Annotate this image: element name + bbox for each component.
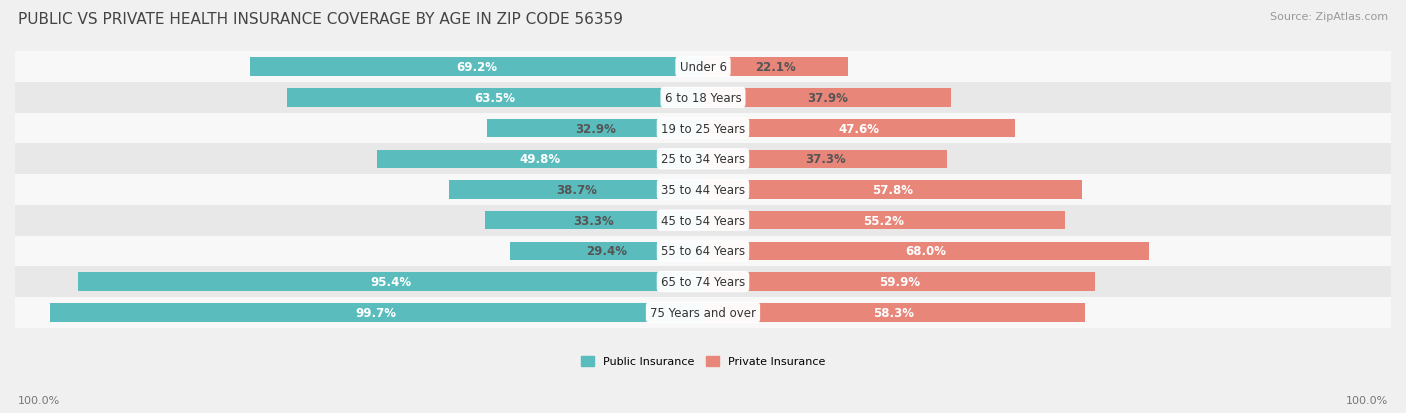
Text: 55 to 64 Years: 55 to 64 Years bbox=[661, 245, 745, 258]
Bar bbox=[450, 181, 703, 199]
Text: 68.0%: 68.0% bbox=[905, 245, 946, 258]
Bar bbox=[77, 273, 703, 291]
Bar bbox=[15, 114, 1391, 144]
Text: 69.2%: 69.2% bbox=[456, 61, 496, 74]
Text: 29.4%: 29.4% bbox=[586, 245, 627, 258]
Bar bbox=[15, 144, 1391, 175]
Text: 95.4%: 95.4% bbox=[370, 275, 411, 288]
Bar bbox=[703, 58, 848, 77]
Bar bbox=[488, 119, 703, 138]
Text: 100.0%: 100.0% bbox=[18, 395, 60, 405]
Text: 58.3%: 58.3% bbox=[873, 306, 914, 319]
Bar bbox=[703, 181, 1081, 199]
Bar bbox=[15, 267, 1391, 297]
Bar bbox=[510, 242, 703, 261]
Bar bbox=[703, 242, 1149, 261]
Text: Source: ZipAtlas.com: Source: ZipAtlas.com bbox=[1270, 12, 1388, 22]
Text: 100.0%: 100.0% bbox=[1346, 395, 1388, 405]
Text: 35 to 44 Years: 35 to 44 Years bbox=[661, 183, 745, 197]
Text: Under 6: Under 6 bbox=[679, 61, 727, 74]
Text: 63.5%: 63.5% bbox=[474, 92, 516, 104]
Text: 49.8%: 49.8% bbox=[519, 153, 561, 166]
Bar bbox=[703, 273, 1095, 291]
Bar bbox=[15, 205, 1391, 236]
Text: PUBLIC VS PRIVATE HEALTH INSURANCE COVERAGE BY AGE IN ZIP CODE 56359: PUBLIC VS PRIVATE HEALTH INSURANCE COVER… bbox=[18, 12, 623, 27]
Text: 33.3%: 33.3% bbox=[574, 214, 614, 227]
Bar bbox=[15, 175, 1391, 205]
Bar bbox=[250, 58, 703, 77]
Text: 47.6%: 47.6% bbox=[838, 122, 879, 135]
Text: 45 to 54 Years: 45 to 54 Years bbox=[661, 214, 745, 227]
Text: 37.3%: 37.3% bbox=[804, 153, 845, 166]
Bar bbox=[15, 52, 1391, 83]
Text: 75 Years and over: 75 Years and over bbox=[650, 306, 756, 319]
Text: 65 to 74 Years: 65 to 74 Years bbox=[661, 275, 745, 288]
Text: 59.9%: 59.9% bbox=[879, 275, 920, 288]
Bar bbox=[15, 236, 1391, 267]
Text: 25 to 34 Years: 25 to 34 Years bbox=[661, 153, 745, 166]
Bar bbox=[287, 89, 703, 107]
Text: 99.7%: 99.7% bbox=[356, 306, 396, 319]
Bar bbox=[485, 211, 703, 230]
Text: 38.7%: 38.7% bbox=[555, 183, 596, 197]
Bar bbox=[703, 119, 1015, 138]
Text: 37.9%: 37.9% bbox=[807, 92, 848, 104]
Bar bbox=[703, 150, 948, 169]
Text: 32.9%: 32.9% bbox=[575, 122, 616, 135]
Legend: Public Insurance, Private Insurance: Public Insurance, Private Insurance bbox=[581, 356, 825, 366]
Text: 22.1%: 22.1% bbox=[755, 61, 796, 74]
Bar bbox=[703, 89, 952, 107]
Text: 57.8%: 57.8% bbox=[872, 183, 912, 197]
Bar bbox=[15, 83, 1391, 114]
Bar bbox=[703, 211, 1064, 230]
Bar bbox=[703, 304, 1085, 322]
Text: 55.2%: 55.2% bbox=[863, 214, 904, 227]
Bar bbox=[49, 304, 703, 322]
Text: 6 to 18 Years: 6 to 18 Years bbox=[665, 92, 741, 104]
Bar bbox=[15, 297, 1391, 328]
Bar bbox=[377, 150, 703, 169]
Text: 19 to 25 Years: 19 to 25 Years bbox=[661, 122, 745, 135]
